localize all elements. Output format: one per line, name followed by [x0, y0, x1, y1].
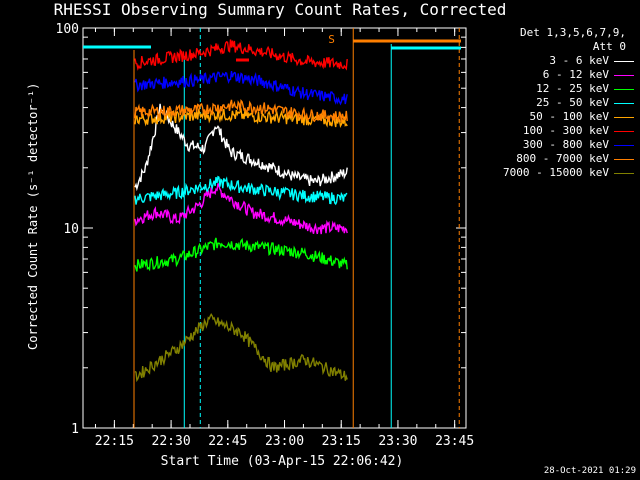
y-tick-label: 1: [71, 422, 79, 437]
legend-entry: 25 - 50 keV: [478, 96, 634, 110]
legend-label: 800 - 7000 keV: [516, 152, 609, 165]
series-line-8: [134, 313, 348, 383]
legend-entry: 7000 - 15000 keV: [478, 166, 634, 180]
chart-title: RHESSI Observing Summary Count Rates, Co…: [53, 0, 507, 19]
series-line-3: [134, 175, 348, 206]
series-line-5: [134, 39, 348, 71]
legend-label: 100 - 300 keV: [522, 124, 609, 137]
series-line-6: [134, 70, 348, 106]
series-line-4: [134, 107, 348, 128]
legend-swatch: [614, 172, 634, 174]
x-tick-label: 22:30: [152, 434, 191, 449]
legend-entry: 50 - 100 keV: [478, 110, 634, 124]
y-axis-label: Corrected Count Rate (s⁻¹ detector⁻¹): [26, 82, 40, 350]
legend-entry: 6 - 12 keV: [478, 68, 634, 82]
legend-label: 3 - 6 keV: [549, 54, 609, 67]
legend-entry: 300 - 800 keV: [478, 138, 634, 152]
legend-swatch: [614, 116, 634, 118]
legend-label: 300 - 800 keV: [522, 138, 609, 151]
legend-label: 50 - 100 keV: [529, 110, 609, 123]
legend-entry: 100 - 300 keV: [478, 124, 634, 138]
x-axis-label: Start Time (03-Apr-15 22:06:42): [160, 454, 404, 469]
x-tick-label: 23:00: [265, 434, 304, 449]
series-line-7: [134, 99, 348, 123]
timestamp-footer: 28-Oct-2021 01:29: [543, 466, 636, 476]
legend-label: 25 - 50 keV: [536, 96, 609, 109]
legend-header-attenuator: Att 0: [592, 40, 626, 53]
legend-swatch: [614, 158, 634, 160]
legend-swatch: [614, 102, 634, 104]
y-tick-label: 10: [63, 222, 79, 237]
chart-legend: Det 1,3,5,6,7,9, Att 0 3 - 6 keV 6 - 12 k…: [478, 26, 634, 180]
legend-entry: 800 - 7000 keV: [478, 152, 634, 166]
x-tick-label: 23:15: [322, 434, 361, 449]
legend-label: 7000 - 15000 keV: [503, 166, 609, 179]
legend-swatch: [614, 130, 634, 132]
legend-swatch: [614, 60, 634, 62]
x-tick-label: 23:45: [435, 434, 474, 449]
y-tick-label: 100: [56, 22, 79, 37]
legend-label: 12 - 25 keV: [536, 82, 609, 95]
legend-header-detectors: Det 1,3,5,6,7,9,: [520, 26, 626, 39]
saa-flag: S: [328, 33, 335, 46]
series-line-2: [134, 237, 348, 272]
legend-swatch: [614, 88, 634, 90]
series-line-0: [134, 103, 348, 192]
legend-label: 6 - 12 keV: [542, 68, 609, 81]
legend-entry: 3 - 6 keV: [478, 54, 634, 68]
legend-swatch: [614, 144, 634, 146]
x-tick-label: 23:30: [378, 434, 417, 449]
legend-entry: 12 - 25 keV: [478, 82, 634, 96]
series-line-1: [134, 183, 348, 235]
x-tick-label: 22:45: [208, 434, 247, 449]
x-tick-label: 22:15: [95, 434, 134, 449]
legend-swatch: [614, 74, 634, 76]
